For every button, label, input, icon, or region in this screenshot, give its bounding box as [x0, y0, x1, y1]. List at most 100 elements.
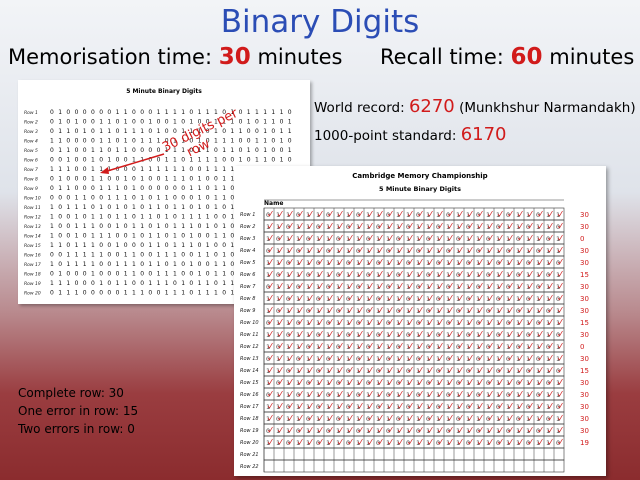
tick-mark: [467, 354, 473, 361]
tick-mark: [467, 414, 473, 421]
tick-mark: [397, 318, 403, 325]
digit: 1: [280, 109, 284, 116]
tick-mark: [407, 210, 413, 217]
handwritten-digit: 1: [496, 379, 500, 387]
handwritten-digit: 1: [356, 271, 360, 279]
digit: 0: [107, 214, 111, 221]
digit: 1: [222, 166, 226, 173]
tick-mark: [537, 438, 543, 445]
handwritten-digit: 0: [346, 403, 350, 411]
tick-mark: [447, 270, 453, 277]
handwritten-digit: 1: [426, 427, 430, 435]
handwritten-digit: 1: [286, 415, 290, 423]
handwritten-digit: 1: [296, 307, 300, 315]
recall-row-label: Row 22: [240, 464, 259, 470]
digit: 0: [157, 119, 161, 126]
handwritten-digit: 1: [526, 355, 530, 363]
row-score: 30: [580, 295, 589, 303]
handwritten-digit: 0: [466, 403, 470, 411]
handwritten-digit: 1: [536, 331, 540, 339]
tick-mark: [317, 306, 323, 313]
handwritten-digit: 1: [546, 391, 550, 399]
handwritten-digit: 0: [316, 259, 320, 267]
digit: 1: [173, 166, 177, 173]
handwritten-digit: 0: [396, 379, 400, 387]
tick-mark: [297, 258, 303, 265]
tick-mark: [377, 366, 383, 373]
handwritten-digit: 1: [406, 391, 410, 399]
digit: 0: [116, 138, 120, 145]
tick-mark: [277, 354, 283, 361]
handwritten-digit: 0: [446, 391, 450, 399]
tick-mark: [267, 330, 273, 337]
digit: 0: [189, 176, 193, 183]
tick-mark: [467, 234, 473, 241]
digit: 1: [165, 157, 169, 164]
tick-mark: [337, 270, 343, 277]
handwritten-digit: 0: [476, 247, 480, 255]
tick-mark: [457, 318, 463, 325]
recall-grid: Row 1 0 1 1 0 1 1 0 1 1 0 1 1 0 1 1 0 1 1 0 1 1 0 1 1 0 1 1 0 1 1 30Row…: [240, 199, 589, 473]
digit: 0: [132, 109, 136, 116]
handwritten-digit: 0: [526, 259, 530, 267]
digit: 0: [107, 223, 111, 230]
digit: 0: [75, 109, 79, 116]
row-score: 30: [580, 415, 589, 423]
handwritten-digit: 1: [276, 331, 280, 339]
digit: 0: [58, 204, 62, 211]
digit: 0: [83, 176, 87, 183]
handwritten-digit: 1: [266, 439, 270, 447]
handwritten-digit: 0: [316, 439, 320, 447]
digit: 1: [239, 157, 243, 164]
handwritten-digit: 1: [276, 403, 280, 411]
handwritten-digit: 0: [466, 259, 470, 267]
recall-row-label: Row 17: [240, 404, 259, 410]
tick-mark: [507, 354, 513, 361]
digit: 1: [288, 147, 292, 154]
handwritten-digit: 1: [486, 283, 490, 291]
digit: 0: [132, 214, 136, 221]
handwritten-digit: 0: [346, 331, 350, 339]
tick-mark: [367, 390, 373, 397]
digit: 1: [157, 223, 161, 230]
digit: 1: [189, 233, 193, 240]
digit: 0: [165, 204, 169, 211]
handwritten-digit: 1: [456, 295, 460, 303]
tick-mark: [397, 342, 403, 349]
digit: 1: [148, 280, 152, 287]
tick-mark: [417, 222, 423, 229]
tick-mark: [497, 222, 503, 229]
handwritten-digit: 1: [516, 403, 520, 411]
tick-mark: [437, 390, 443, 397]
tick-mark: [447, 414, 453, 421]
tick-mark: [497, 246, 503, 253]
handwritten-digit: 0: [336, 235, 340, 243]
tick-mark: [547, 378, 553, 385]
digit: 1: [173, 109, 177, 116]
tick-mark: [387, 246, 393, 253]
digit: 0: [148, 109, 152, 116]
tick-mark: [437, 246, 443, 253]
tick-mark: [367, 402, 373, 409]
handwritten-digit: 1: [396, 247, 400, 255]
tick-mark: [347, 438, 353, 445]
handwritten-digit: 1: [326, 331, 330, 339]
handwritten-digit: 1: [536, 415, 540, 423]
digit: 0: [75, 147, 79, 154]
handwritten-digit: 1: [326, 307, 330, 315]
tick-mark: [357, 402, 363, 409]
tick-mark: [267, 234, 273, 241]
handwritten-digit: 1: [316, 343, 320, 351]
tick-mark: [497, 414, 503, 421]
handwritten-digit: 1: [306, 247, 310, 255]
digit: 0: [247, 128, 251, 135]
tick-mark: [267, 210, 273, 217]
handwritten-digit: 1: [346, 391, 350, 399]
tick-mark: [327, 414, 333, 421]
tick-mark: [397, 330, 403, 337]
digit: 1: [271, 109, 275, 116]
tick-mark: [377, 234, 383, 241]
tick-mark: [317, 246, 323, 253]
handwritten-digit: 0: [316, 331, 320, 339]
digit: 1: [157, 166, 161, 173]
